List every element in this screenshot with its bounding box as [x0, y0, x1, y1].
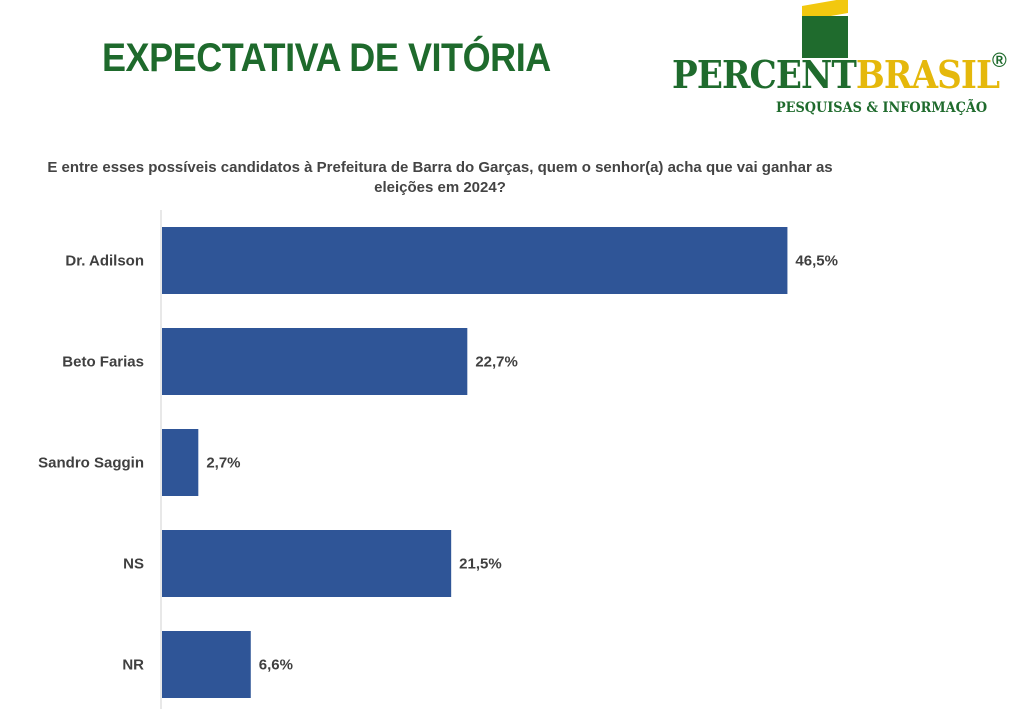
bar-4: [162, 631, 251, 698]
logo-wordmark: PERCENTBRASIL: [672, 56, 1000, 94]
value-label: 2,7%: [206, 455, 240, 472]
category-label: Dr. Adilson: [65, 253, 144, 270]
bar-2: [162, 429, 199, 496]
percentbrasil-logo: PERCENTBRASIL ® PESQUISAS & INFORMAÇÃO: [670, 0, 1024, 125]
value-label: 22,7%: [475, 354, 518, 371]
category-label: NS: [123, 556, 144, 573]
chart-question: E entre esses possíveis candidatos à Pre…: [47, 159, 833, 196]
category-label: Beto Farias: [62, 354, 144, 371]
value-label: 46,5%: [795, 253, 838, 270]
logo-tagline: PESQUISAS & INFORMAÇÃO: [776, 100, 988, 116]
registered-mark-icon: ®: [992, 50, 1007, 72]
category-label: Sandro Saggin: [38, 455, 144, 472]
value-label: 6,6%: [259, 657, 293, 674]
logo-word-percent: PERCENT: [672, 52, 857, 97]
category-label: NR: [122, 657, 144, 674]
logo-green-shape: [802, 16, 848, 58]
bar-1: [162, 328, 468, 395]
value-label: 21,5%: [459, 556, 502, 573]
bar-0: [162, 227, 788, 294]
page-title: EXPECTATIVA DE VITÓRIA: [102, 36, 551, 80]
bar-3: [162, 530, 452, 597]
logo-word-brasil: BRASIL: [855, 52, 1000, 97]
